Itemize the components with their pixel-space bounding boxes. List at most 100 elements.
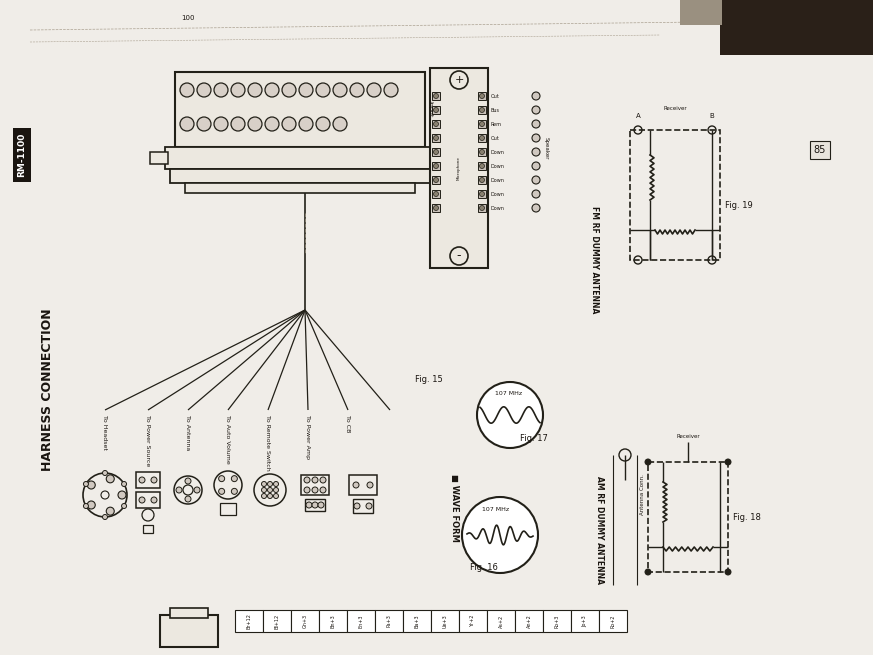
Text: A: A bbox=[636, 113, 641, 119]
Circle shape bbox=[434, 107, 438, 113]
Circle shape bbox=[479, 136, 485, 141]
Circle shape bbox=[87, 481, 95, 489]
Circle shape bbox=[318, 502, 324, 508]
Circle shape bbox=[479, 178, 485, 183]
Circle shape bbox=[479, 149, 485, 155]
Bar bbox=[432, 204, 440, 212]
Bar bbox=[432, 176, 440, 184]
Circle shape bbox=[479, 191, 485, 196]
Bar bbox=[478, 92, 486, 100]
Text: Out: Out bbox=[491, 136, 500, 141]
Circle shape bbox=[645, 569, 651, 575]
Bar bbox=[403, 610, 431, 632]
Circle shape bbox=[333, 117, 347, 131]
Circle shape bbox=[384, 83, 398, 97]
Circle shape bbox=[477, 382, 543, 448]
Bar bbox=[680, 0, 722, 25]
Bar bbox=[136, 472, 160, 488]
Circle shape bbox=[434, 206, 438, 210]
Circle shape bbox=[197, 83, 211, 97]
Text: Down: Down bbox=[491, 191, 505, 196]
Bar bbox=[291, 610, 319, 632]
Text: Input: Input bbox=[428, 102, 432, 118]
Circle shape bbox=[262, 487, 266, 493]
Text: Down: Down bbox=[491, 178, 505, 183]
Circle shape bbox=[121, 481, 127, 487]
Bar bbox=[170, 608, 208, 618]
Circle shape bbox=[214, 117, 228, 131]
Circle shape bbox=[479, 94, 485, 98]
Bar bbox=[432, 190, 440, 198]
Circle shape bbox=[434, 149, 438, 155]
Circle shape bbox=[218, 489, 224, 495]
Text: To Remote Switch: To Remote Switch bbox=[265, 415, 271, 471]
Bar bbox=[353, 499, 373, 513]
Bar bbox=[430, 68, 488, 268]
Circle shape bbox=[316, 117, 330, 131]
Text: Receiver: Receiver bbox=[663, 105, 687, 111]
Circle shape bbox=[367, 83, 381, 97]
Bar bbox=[235, 610, 263, 632]
Circle shape bbox=[282, 117, 296, 131]
Text: Yr+2: Yr+2 bbox=[471, 615, 476, 627]
Circle shape bbox=[434, 164, 438, 168]
Text: As+2: As+2 bbox=[498, 614, 504, 627]
Circle shape bbox=[139, 497, 145, 503]
Circle shape bbox=[267, 481, 272, 487]
Circle shape bbox=[366, 503, 372, 509]
Circle shape bbox=[434, 94, 438, 98]
Circle shape bbox=[197, 117, 211, 131]
Bar bbox=[301, 475, 329, 495]
Text: Fig. 15: Fig. 15 bbox=[415, 375, 443, 384]
Text: Ba+3: Ba+3 bbox=[415, 614, 420, 627]
Text: B: B bbox=[710, 113, 714, 119]
Bar bbox=[263, 610, 291, 632]
Circle shape bbox=[312, 502, 318, 508]
Text: Fig. 18: Fig. 18 bbox=[733, 512, 761, 521]
Circle shape bbox=[462, 497, 538, 573]
Circle shape bbox=[185, 478, 191, 484]
Circle shape bbox=[84, 504, 88, 508]
Bar bbox=[220, 503, 236, 515]
Text: 85: 85 bbox=[814, 145, 826, 155]
Text: Pa+3: Pa+3 bbox=[387, 614, 391, 627]
Circle shape bbox=[273, 481, 278, 487]
Bar bbox=[630, 130, 720, 260]
Circle shape bbox=[320, 477, 326, 483]
Circle shape bbox=[267, 487, 272, 493]
Bar bbox=[478, 176, 486, 184]
Circle shape bbox=[479, 164, 485, 168]
Bar bbox=[478, 204, 486, 212]
Circle shape bbox=[304, 487, 310, 493]
Bar bbox=[136, 492, 160, 508]
Circle shape bbox=[479, 107, 485, 113]
Bar bbox=[432, 134, 440, 142]
Bar bbox=[432, 120, 440, 128]
Circle shape bbox=[265, 117, 279, 131]
Text: Bl+12: Bl+12 bbox=[274, 614, 279, 629]
Text: Bus: Bus bbox=[491, 107, 500, 113]
Circle shape bbox=[299, 83, 313, 97]
Circle shape bbox=[725, 569, 731, 575]
Circle shape bbox=[262, 481, 266, 487]
Circle shape bbox=[139, 477, 145, 483]
Circle shape bbox=[231, 489, 237, 495]
Circle shape bbox=[273, 487, 278, 493]
Circle shape bbox=[333, 83, 347, 97]
Bar bbox=[165, 147, 435, 169]
Circle shape bbox=[118, 491, 126, 499]
Bar bbox=[478, 106, 486, 114]
Text: Br+12: Br+12 bbox=[246, 613, 251, 629]
Bar bbox=[185, 183, 415, 193]
Circle shape bbox=[532, 204, 540, 212]
Text: Ro+2: Ro+2 bbox=[610, 614, 615, 627]
Circle shape bbox=[725, 459, 731, 465]
Text: AM RF DUMMY ANTENNA: AM RF DUMMY ANTENNA bbox=[595, 476, 604, 584]
Circle shape bbox=[532, 162, 540, 170]
Text: To Antenna: To Antenna bbox=[185, 415, 190, 450]
Circle shape bbox=[107, 507, 114, 515]
Bar bbox=[432, 92, 440, 100]
Text: En+3: En+3 bbox=[359, 614, 363, 627]
Bar bbox=[160, 615, 218, 647]
Bar bbox=[459, 610, 487, 632]
